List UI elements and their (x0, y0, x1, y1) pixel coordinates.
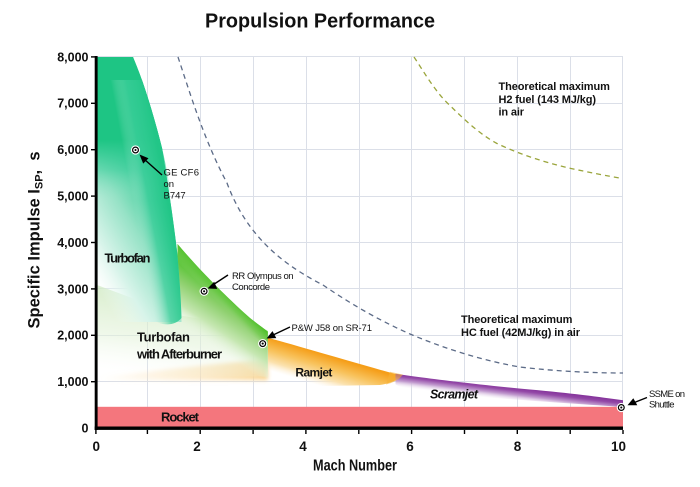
svg-text:6: 6 (406, 439, 414, 454)
svg-text:Concorde: Concorde (232, 282, 270, 293)
svg-text:Turbofan: Turbofan (137, 330, 190, 345)
svg-text:1,000: 1,000 (57, 375, 88, 389)
svg-text:0: 0 (92, 439, 100, 454)
svg-text:Propulsion Performance: Propulsion Performance (205, 11, 435, 33)
svg-text:Mach Number: Mach Number (313, 457, 397, 474)
svg-text:Specific Impulse ISP, s: Specific Impulse ISP, s (26, 151, 46, 328)
svg-text:4: 4 (299, 439, 307, 454)
svg-text:H2 fuel (143 MJ/kg): H2 fuel (143 MJ/kg) (499, 94, 597, 106)
svg-text:with Afterburner: with Afterburner (136, 347, 222, 362)
svg-text:10: 10 (611, 439, 626, 454)
svg-text:SSME on: SSME on (649, 389, 685, 400)
svg-text:Turbofan: Turbofan (105, 251, 151, 266)
svg-text:P&W J58 on SR-71: P&W J58 on SR-71 (292, 323, 373, 334)
svg-text:2,000: 2,000 (57, 329, 88, 343)
svg-text:Shuttle: Shuttle (649, 400, 675, 411)
svg-text:in air: in air (499, 107, 525, 119)
svg-text:HC fuel (42MJ/kg) in air: HC fuel (42MJ/kg) in air (461, 327, 581, 339)
svg-text:0: 0 (82, 422, 89, 436)
svg-text:Scramjet: Scramjet (430, 387, 479, 401)
svg-text:3,000: 3,000 (57, 282, 88, 296)
svg-text:GE CF6: GE CF6 (164, 167, 200, 178)
svg-text:Theoretical maximum: Theoretical maximum (461, 314, 573, 326)
svg-text:Ramjet: Ramjet (295, 366, 332, 380)
svg-text:7,000: 7,000 (57, 97, 88, 111)
svg-text:Theoretical maximum: Theoretical maximum (499, 81, 611, 93)
svg-text:Rocket: Rocket (161, 410, 200, 425)
svg-text:6,000: 6,000 (57, 143, 88, 157)
svg-text:8,000: 8,000 (57, 50, 88, 64)
svg-text:8: 8 (514, 439, 522, 454)
svg-text:2: 2 (193, 439, 201, 454)
svg-text:B747: B747 (164, 190, 186, 201)
svg-text:4,000: 4,000 (57, 236, 88, 250)
svg-text:on: on (164, 179, 175, 190)
svg-text:5,000: 5,000 (57, 190, 88, 204)
svg-text:RR Olympus on: RR Olympus on (232, 271, 294, 282)
